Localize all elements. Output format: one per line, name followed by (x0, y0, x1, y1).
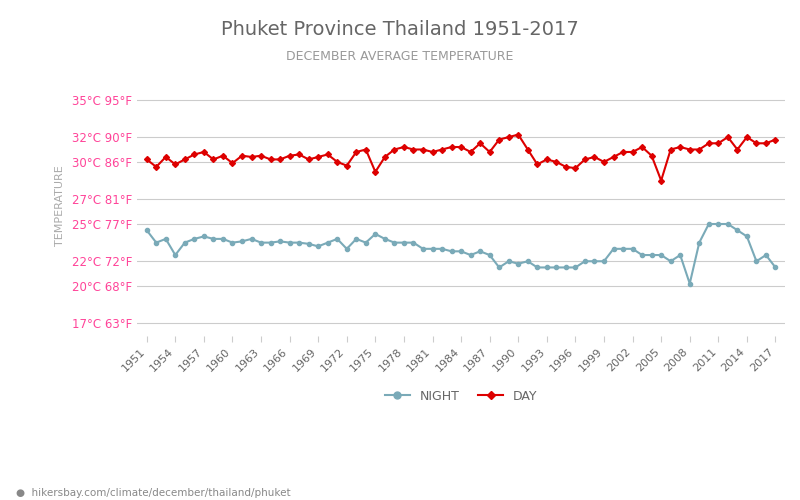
Y-axis label: TEMPERATURE: TEMPERATURE (55, 165, 65, 246)
Text: ●  hikersbay.com/climate/december/thailand/phuket: ● hikersbay.com/climate/december/thailan… (16, 488, 290, 498)
Legend: NIGHT, DAY: NIGHT, DAY (379, 384, 542, 407)
Text: Phuket Province Thailand 1951-2017: Phuket Province Thailand 1951-2017 (221, 20, 579, 39)
Text: DECEMBER AVERAGE TEMPERATURE: DECEMBER AVERAGE TEMPERATURE (286, 50, 514, 63)
